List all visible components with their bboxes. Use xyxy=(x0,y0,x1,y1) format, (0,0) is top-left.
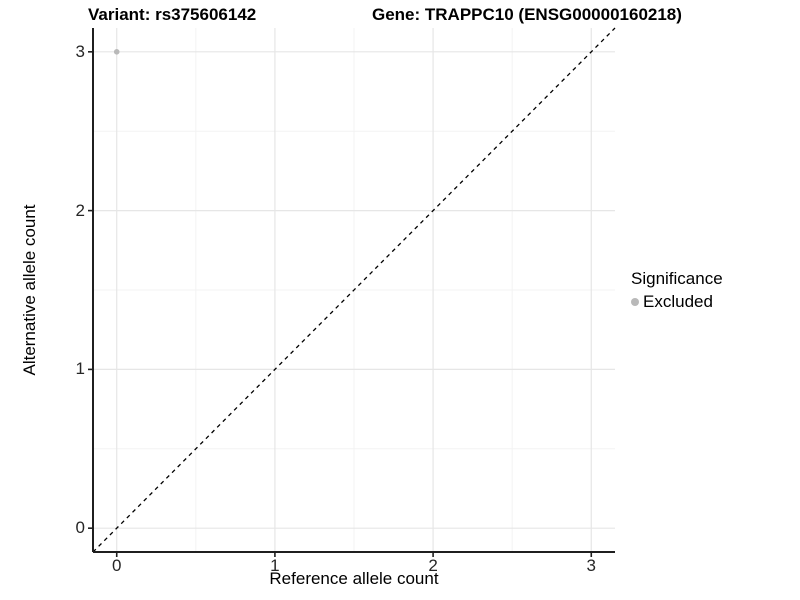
y-tick-labels: 0 1 2 3 xyxy=(0,28,85,552)
x-tick-label: 3 xyxy=(586,556,596,575)
variant-title: Variant: rs375606142 xyxy=(88,5,257,24)
data-point xyxy=(113,49,120,55)
plot-panel xyxy=(88,27,616,557)
y-axis-title: Alternative allele count xyxy=(20,204,39,376)
identity-dashed-line xyxy=(92,27,616,553)
gene-title: Gene: TRAPPC10 (ENSG00000160218) xyxy=(372,5,682,24)
x-axis-title: Reference allele count xyxy=(269,569,439,588)
plot-canvas xyxy=(88,27,616,557)
x-tick-label: 1 xyxy=(270,556,280,575)
excluded-point-icon xyxy=(631,298,639,306)
legend: Significance Excluded xyxy=(631,269,723,312)
x-tick-labels: 0 1 2 3 xyxy=(93,557,615,577)
y-tick-label: 0 xyxy=(75,518,85,538)
legend-item-label: Excluded xyxy=(643,292,713,311)
y-tick-label: 3 xyxy=(75,41,85,61)
legend-item-excluded: Excluded xyxy=(631,292,723,312)
y-tick-label: 1 xyxy=(75,359,85,379)
y-tick-label: 2 xyxy=(75,200,85,220)
x-tick-label: 0 xyxy=(111,556,122,575)
legend-title: Significance xyxy=(631,269,723,288)
x-tick-label: 2 xyxy=(428,556,438,575)
